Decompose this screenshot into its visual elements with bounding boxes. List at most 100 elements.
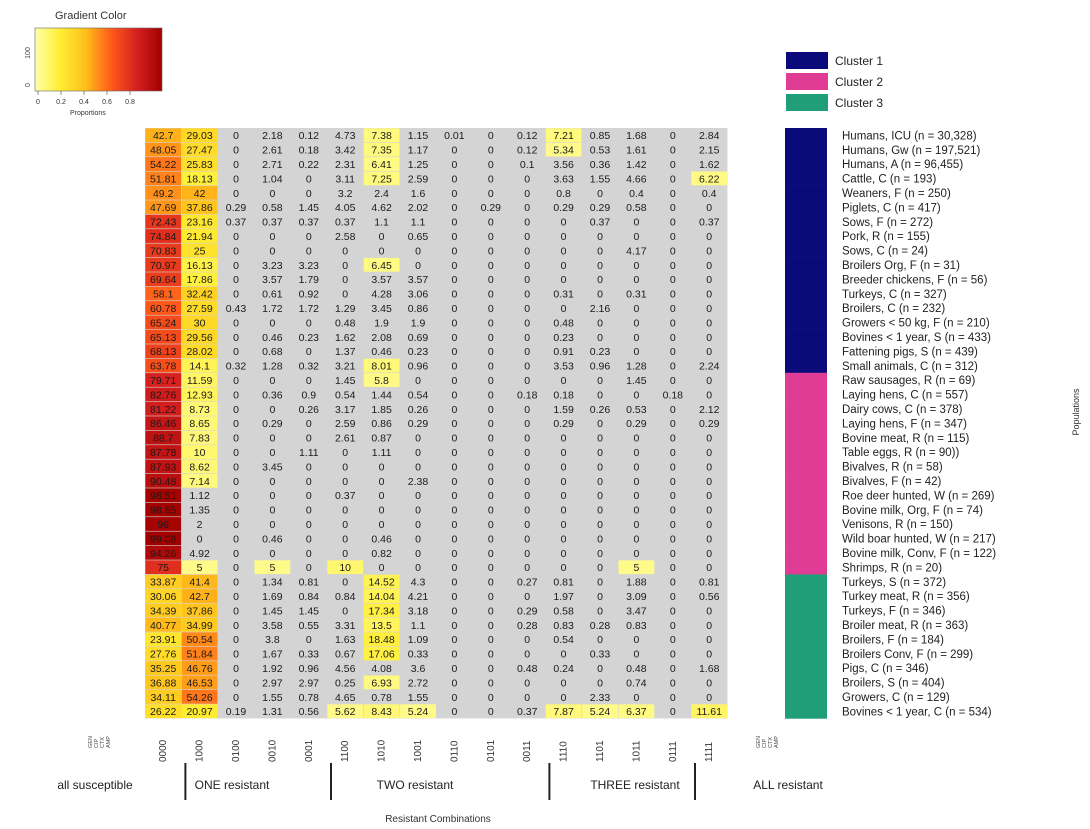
heatmap-cell: [509, 157, 546, 171]
heatmap-cell-label: 0.12: [517, 145, 538, 157]
heatmap-cell: [363, 545, 400, 560]
heatmap-cell: [509, 632, 546, 647]
heatmap-cell-label: 34.39: [150, 605, 176, 617]
heatmap-cell: [363, 286, 400, 301]
x-axis-label: Resistant Combinations: [385, 814, 491, 825]
heatmap-cell: [472, 459, 509, 474]
heatmap-cell-label: 0.54: [335, 389, 356, 401]
heatmap-cell-label: 1.67: [262, 649, 283, 661]
heatmap-cell-label: 0.46: [262, 533, 283, 545]
group-label: THREE resistant: [590, 778, 680, 792]
heatmap-cell-label: 3.42: [335, 145, 356, 157]
heatmap-cell: [509, 545, 546, 560]
heatmap-cell-label: 0: [597, 562, 603, 574]
heatmap-cell: [582, 329, 618, 344]
heatmap-cell-label: 0: [415, 548, 421, 560]
heatmap-cell: [691, 661, 728, 675]
heatmap-cell-label: 0: [670, 274, 676, 286]
heatmap-cell-label: 0: [233, 548, 239, 560]
heatmap-cell-label: 0: [451, 692, 457, 704]
heatmap-cell: [691, 358, 728, 373]
heatmap-cell-label: 5.8: [374, 375, 389, 387]
heatmap-cell: [618, 185, 655, 200]
column-label: 0001: [304, 739, 315, 762]
heatmap-cell: [254, 171, 291, 186]
heatmap-cell: [327, 416, 364, 431]
heatmap-cell-label: 0: [670, 692, 676, 704]
heatmap-cell: [436, 416, 473, 431]
heatmap-cell-label: 1.15: [408, 130, 429, 142]
heatmap-cell: [691, 301, 728, 315]
heatmap-cell-label: 0: [670, 519, 676, 531]
heatmap-cell: [327, 286, 364, 301]
heatmap-cell-label: 0.8: [556, 188, 571, 200]
heatmap-cell: [363, 646, 400, 661]
heatmap-cell: [582, 401, 618, 416]
heatmap-cell-label: 0: [488, 692, 494, 704]
heatmap-cell: [582, 229, 618, 243]
heatmap-cell-label: 0: [706, 692, 712, 704]
heatmap-cell-label: 54.22: [150, 159, 176, 171]
heatmap-cell-label: 0: [488, 173, 494, 185]
heatmap-cell: [145, 704, 182, 719]
heatmap-cell: [472, 416, 509, 431]
heatmap-cell-label: 5.34: [553, 145, 574, 157]
heatmap-cell: [290, 358, 327, 373]
cluster-bar-segment: [785, 257, 827, 273]
heatmap-cell: [218, 617, 254, 632]
heatmap-cell: [618, 704, 655, 719]
heatmap-cell-label: 3.53: [553, 361, 574, 373]
heatmap-cell-label: 0: [451, 145, 457, 157]
heatmap-cell: [290, 214, 327, 229]
heatmap-cell-label: 0.1: [520, 159, 535, 171]
heatmap-cell-label: 17.86: [186, 274, 212, 286]
heatmap-cell: [400, 545, 436, 560]
bit-label: AMP: [774, 736, 780, 748]
heatmap-cell-label: 3.2: [338, 188, 353, 200]
heatmap-cell: [145, 329, 182, 344]
heatmap-cell-label: 0: [306, 375, 312, 387]
heatmap-cell-label: 0: [451, 519, 457, 531]
heatmap-cell: [218, 243, 254, 258]
heatmap-cell-label: 0: [524, 418, 530, 430]
heatmap-cell-label: 1.92: [262, 663, 283, 675]
heatmap-cell-label: 1.55: [262, 692, 283, 704]
heatmap-cell: [436, 157, 473, 171]
cluster-bar-segment: [785, 545, 827, 561]
heatmap-cell-label: 0: [451, 577, 457, 589]
cluster-bar-segment: [785, 401, 827, 417]
heatmap-cell: [254, 257, 291, 272]
heatmap-cell-label: 0: [706, 346, 712, 358]
heatmap-cell: [363, 661, 400, 675]
heatmap-cell: [327, 301, 364, 315]
heatmap-cell-label: 0: [633, 490, 639, 502]
heatmap-cell: [363, 473, 400, 488]
heatmap-cell: [509, 243, 546, 258]
heatmap-cell-label: 1.25: [408, 159, 429, 171]
cluster-bar-segment: [785, 387, 827, 402]
heatmap-cell-label: 0: [524, 562, 530, 574]
heatmap-cell-label: 0: [561, 260, 567, 272]
heatmap-cell: [218, 185, 254, 200]
heatmap-cell: [290, 401, 327, 416]
heatmap-cell: [218, 416, 254, 431]
heatmap-cell: [618, 430, 655, 445]
heatmap-cell: [400, 171, 436, 186]
heatmap-cell-label: 0.28: [517, 620, 538, 632]
heatmap-cell: [691, 445, 728, 459]
heatmap-cell-label: 0: [488, 577, 494, 589]
heatmap-cell: [618, 243, 655, 258]
heatmap-cell-label: 0: [597, 591, 603, 603]
heatmap-cell-label: 16.13: [186, 260, 212, 272]
heatmap-cell-label: 0: [488, 217, 494, 229]
heatmap-cell: [509, 445, 546, 459]
heatmap-cell: [290, 545, 327, 560]
heatmap-cell: [654, 301, 691, 315]
heatmap-cell: [436, 257, 473, 272]
heatmap-cell: [290, 617, 327, 632]
heatmap-cell: [618, 459, 655, 474]
heatmap-cell: [327, 488, 364, 503]
cluster-legend-label: Cluster 2: [835, 75, 883, 89]
heatmap-cell: [545, 445, 582, 459]
heatmap-cell-label: 74.84: [150, 231, 176, 243]
